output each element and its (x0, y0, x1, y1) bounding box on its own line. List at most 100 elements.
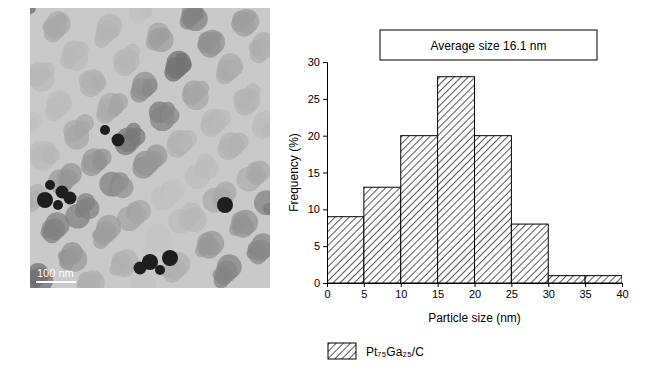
micrograph-particle (163, 179, 185, 201)
micrograph-particle (30, 8, 36, 14)
micrograph-background (30, 8, 270, 288)
micrograph-particle (129, 200, 151, 222)
micrograph-particle (89, 272, 101, 284)
micrograph-dark-particle (100, 125, 110, 135)
micrograph-particle (30, 111, 43, 129)
micrograph-particle (46, 11, 71, 36)
x-axis: 0 5 10 15 20 25 30 35 40 (324, 283, 628, 300)
figure: 100 nm 0 5 10 15 20 25 30 35 40 0 5 10 15 20 25 30 Partic… (0, 0, 660, 392)
micrograph-particle (179, 130, 197, 148)
x-tick: 30 (543, 283, 555, 300)
micrograph-particle (40, 62, 55, 77)
bar (548, 276, 585, 283)
micrograph-particle (80, 270, 105, 288)
y-axis: 0 5 10 15 20 25 30 (308, 56, 328, 289)
micrograph-particle (251, 233, 270, 258)
title-frame (380, 30, 597, 60)
y-tick: 15 (308, 167, 327, 179)
y-tick-label: 5 (314, 240, 320, 252)
micrograph-particle (132, 72, 157, 97)
x-tick-label: 15 (432, 288, 444, 300)
micrograph-particle (91, 76, 106, 91)
micrograph-dark-particle (112, 134, 125, 147)
x-tick-label: 20 (469, 288, 481, 300)
micrograph-particle (141, 8, 153, 18)
legend-label: Pt₇₅Ga₂₅/C (366, 345, 424, 359)
micrograph-particle (57, 97, 72, 112)
micrograph-particle (127, 127, 145, 145)
micrograph-particle (42, 146, 60, 164)
micrograph-dark-particle (53, 200, 63, 210)
y-tick-mark (323, 99, 327, 100)
micrograph-particle (199, 231, 224, 256)
x-tick-label: 5 (361, 288, 367, 300)
x-tick-mark (548, 283, 549, 287)
micrograph-particle (217, 254, 242, 279)
y-tick-label: 10 (308, 203, 320, 215)
micrograph-particle (254, 190, 270, 215)
micrograph-particle (177, 57, 192, 72)
legend-swatch (328, 343, 356, 359)
micrograph-particle (74, 41, 89, 56)
micrograph-particle (210, 32, 222, 44)
micrograph-particle (263, 203, 270, 215)
x-tick-label: 0 (324, 288, 330, 300)
micrograph-particle (183, 8, 208, 31)
x-tick-mark (622, 283, 623, 287)
x-tick-mark (585, 283, 586, 287)
bar (327, 217, 364, 283)
y-tick-label: 30 (308, 56, 320, 68)
y-axis-title: Frequency (%) (287, 133, 301, 212)
x-tick-label: 30 (543, 288, 555, 300)
scale-bar-label: 100 nm (37, 267, 74, 279)
micrograph-particle (149, 27, 174, 52)
micrograph-particle (233, 210, 258, 235)
x-tick: 5 (361, 283, 367, 300)
micrograph-texture (30, 8, 270, 288)
micrograph-particle (93, 148, 111, 166)
bar (364, 187, 401, 283)
micrograph-particle (261, 45, 270, 57)
legend: Pt₇₅Ga₂₅/C (328, 343, 424, 359)
micrograph-particle (146, 145, 168, 167)
micrograph-particle (125, 44, 140, 59)
bar (585, 276, 622, 283)
y-tick-mark (323, 246, 327, 247)
x-tick-label: 25 (506, 288, 518, 300)
bar (511, 224, 548, 283)
x-tick: 20 (469, 283, 481, 300)
micrograph-particle (192, 8, 204, 20)
micrograph-particle (200, 30, 225, 55)
y-tick-mark (323, 209, 327, 210)
micrograph-particle (194, 81, 209, 96)
y-tick-label: 25 (308, 93, 320, 105)
micrograph: 100 nm (23, 0, 279, 298)
micrograph-dark-particle (162, 250, 178, 266)
x-tick-mark (475, 283, 476, 287)
y-tick: 0 (314, 277, 327, 289)
micrograph-particle (76, 114, 94, 132)
scale-bar (36, 281, 76, 283)
x-axis-title: Particle size (nm) (428, 311, 521, 325)
micrograph-particle (148, 228, 173, 253)
micrograph-particle (60, 163, 82, 185)
micrograph-particle (110, 93, 128, 111)
micrograph-particle (218, 53, 243, 78)
y-tick-mark (323, 173, 327, 174)
micrograph-particle (130, 8, 152, 21)
y-tick-mark (323, 62, 327, 63)
micrograph-particle (182, 207, 207, 232)
bar (475, 136, 512, 283)
micrograph-particle (143, 78, 158, 93)
y-tick: 20 (308, 130, 327, 142)
micrograph-particle (81, 69, 106, 94)
bar (438, 77, 475, 283)
micrograph-particle (55, 13, 67, 25)
micrograph-particle (249, 161, 270, 183)
x-tick-label: 40 (616, 288, 628, 300)
micrograph-particle (234, 9, 259, 34)
micrograph-particle (213, 109, 231, 127)
x-tick: 35 (580, 283, 592, 300)
x-tick: 10 (395, 283, 407, 300)
bar (401, 136, 438, 283)
